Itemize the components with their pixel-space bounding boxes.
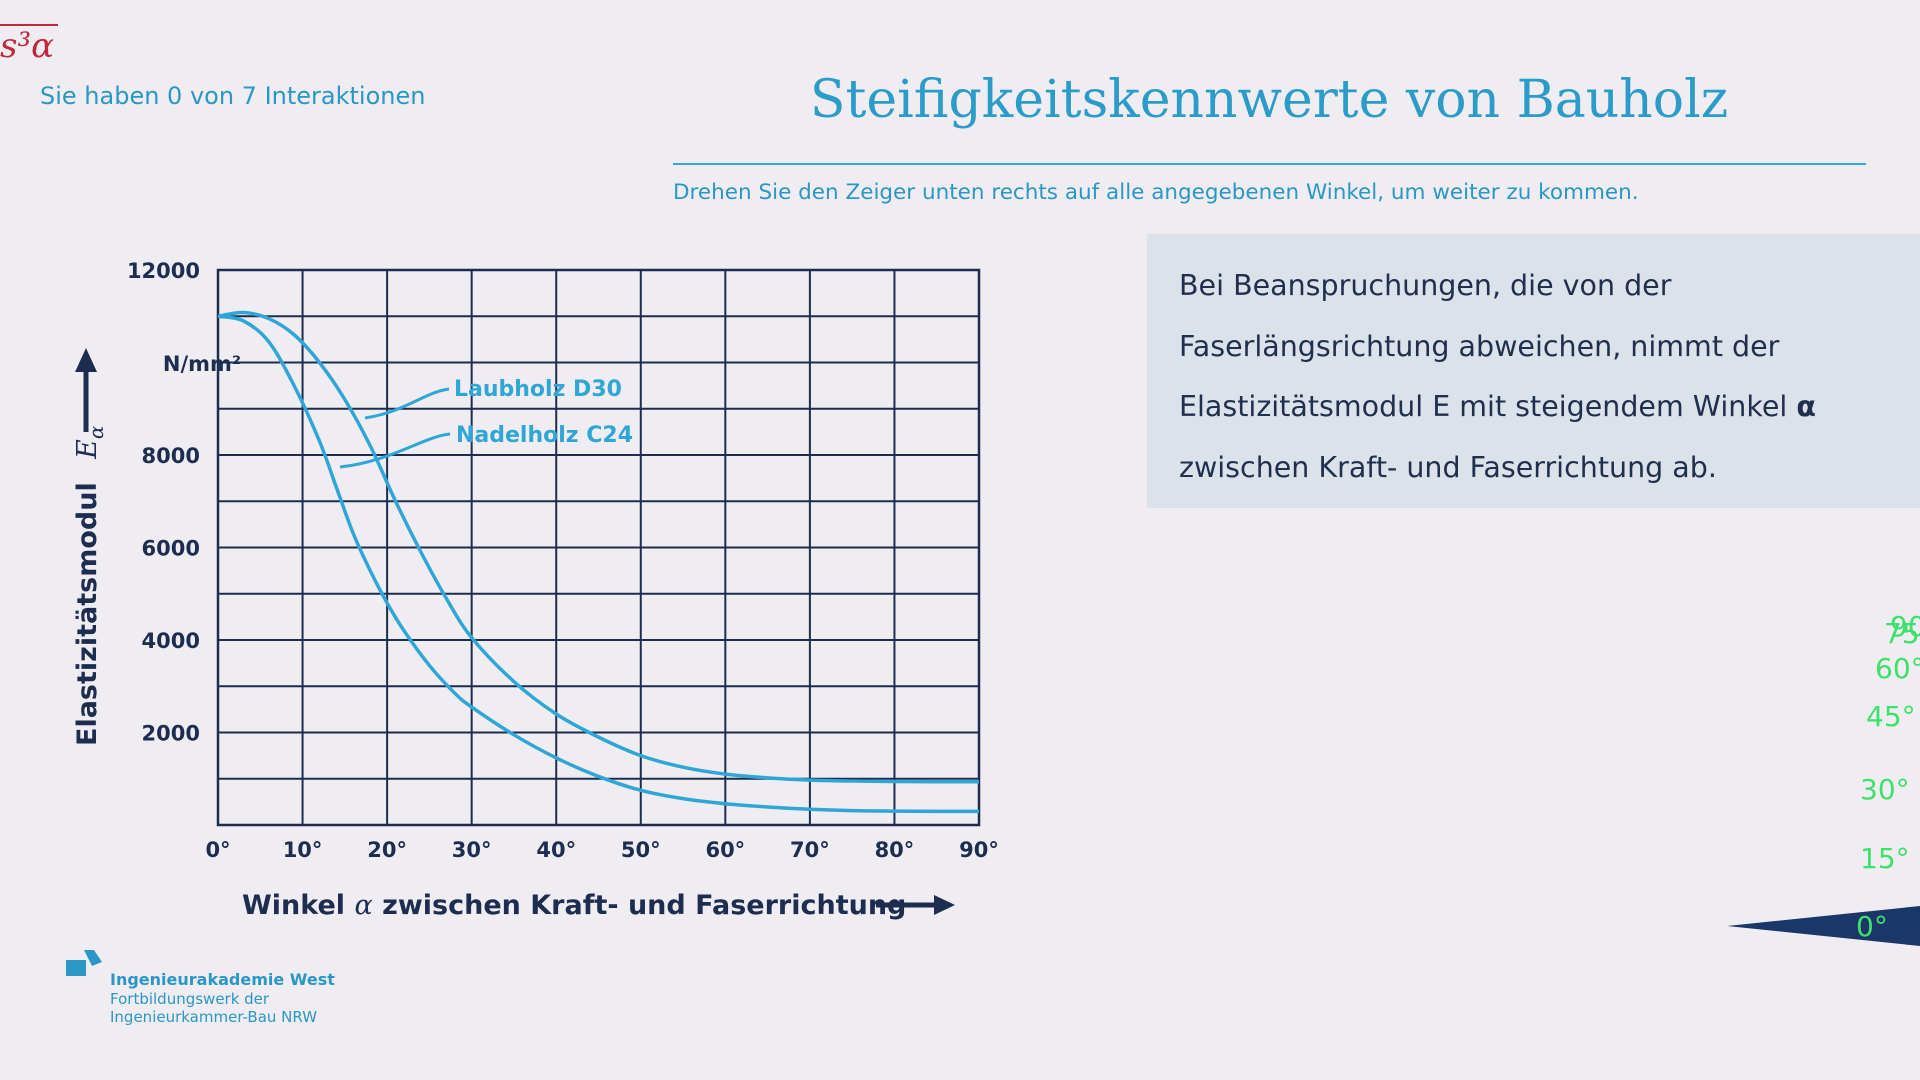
x-tick-label: 40°	[536, 838, 576, 862]
elasticity-chart: 0° 10° 20° 30° 40° 50° 60° 70° 80° 90° 2000 4000 600…	[72, 259, 999, 921]
series-leader-laubholz	[364, 387, 450, 420]
chart-series	[217, 310, 980, 814]
x-tick-label: 10°	[283, 838, 323, 862]
series-label-laubholz: Laubholz D30	[454, 377, 622, 402]
info-alpha-symbol: α	[1796, 390, 1816, 423]
y-tick-label: 8000	[142, 444, 200, 468]
series-leader-nadelholz	[339, 432, 451, 469]
x-tick-label: 30°	[452, 838, 492, 862]
page-title: Steifigkeitskennwerte von Bauholz	[809, 70, 1729, 130]
x-axis-arrow	[876, 895, 955, 915]
x-tick-label: 70°	[790, 838, 830, 862]
logo-subtitle-1: Fortbildungswerk der	[110, 990, 270, 1008]
chart-grid	[216, 268, 981, 827]
x-tick-label: 0°	[205, 838, 230, 862]
dial-label-0[interactable]: 0°	[1856, 910, 1888, 943]
info-box: Bei Beanspruchungen, die von der Faserlä…	[1147, 234, 1920, 508]
y-tick-label: 12000	[127, 259, 200, 283]
dial-label-30[interactable]: 30°	[1860, 773, 1910, 806]
title-divider	[673, 163, 1866, 165]
chart-ticks: 0° 10° 20° 30° 40° 50° 60° 70° 80° 90° 2000 4000 600…	[127, 259, 999, 862]
info-text-end: zwischen Kraft- und Faserrichtung ab.	[1179, 450, 1717, 484]
x-axis-label-symbol: α	[354, 890, 372, 921]
dial-label-15[interactable]: 15°	[1860, 842, 1910, 875]
dial-label-60[interactable]: 60°	[1875, 652, 1920, 685]
y-axis-label-symbol: E	[72, 439, 103, 460]
dial-label-90[interactable]: 90°	[1890, 610, 1920, 643]
y-axis-label-text: Elastizitätsmodul	[72, 482, 103, 746]
info-text: Bei Beanspruchungen, die von der Faserlä…	[1179, 269, 1797, 423]
plot-frame	[216, 268, 981, 827]
y-tick-label: 4000	[142, 629, 200, 653]
series-line-1	[217, 314, 980, 814]
y-axis-label: Elastizitätsmodul Eα	[72, 425, 108, 746]
y-tick-label: 2000	[142, 722, 200, 746]
x-tick-label: 50°	[621, 838, 661, 862]
y-axis-arrow	[75, 348, 97, 432]
dial-pointer[interactable]	[1727, 906, 1920, 946]
company-logo: Ingenieurakademie West Fortbildungswerk …	[66, 950, 366, 1030]
interaction-counter: Sie haben 0 von 7 Interaktionen	[40, 82, 426, 110]
series-label-nadelholz: Nadelholz C24	[456, 423, 633, 448]
x-tick-label: 20°	[367, 838, 407, 862]
ingenieurakademie-logo-icon	[66, 950, 102, 976]
series-line-0	[217, 310, 980, 784]
x-axis-label-post: zwischen Kraft- und Faserrichtung	[373, 890, 907, 921]
logo-subtitle-2: Ingenieurkammer-Bau NRW	[110, 1008, 318, 1026]
dial-label-75[interactable]: 75°	[1884, 617, 1920, 650]
instruction-text: Drehen Sie den Zeiger unten rechts auf a…	[673, 180, 1639, 205]
x-tick-label: 60°	[705, 838, 745, 862]
corner-formula: s³α	[0, 24, 59, 66]
x-tick-label: 80°	[875, 838, 915, 862]
x-axis-label-pre: Winkel	[242, 890, 354, 921]
x-axis-label: Winkel α zwischen Kraft- und Faserrichtu…	[242, 890, 906, 921]
x-tick-label: 90°	[959, 838, 999, 862]
angle-dial[interactable]: 0° 15° 30° 45° 60° 75° 90°	[1700, 600, 1920, 960]
y-unit-label: N/mm²	[163, 352, 241, 376]
logo-name: Ingenieurakademie West	[110, 970, 335, 989]
y-axis-label-subscript: α	[84, 425, 108, 439]
dial-label-45[interactable]: 45°	[1866, 700, 1916, 733]
y-tick-label: 6000	[142, 537, 200, 561]
